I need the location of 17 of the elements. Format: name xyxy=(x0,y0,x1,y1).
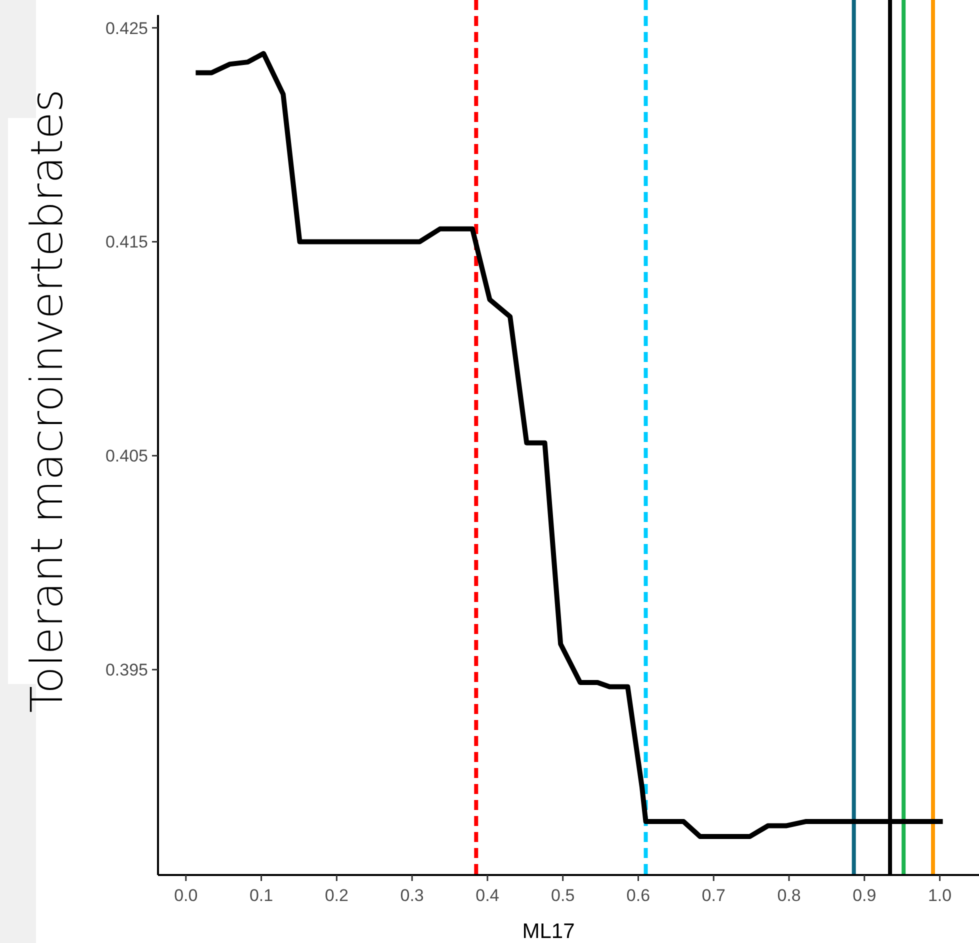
x-tick-label: 0.4 xyxy=(476,886,500,905)
y-axis-title: Tolerant macroinvertebrates xyxy=(22,89,73,713)
x-tick-label: 0.0 xyxy=(174,886,198,905)
x-tick-label: 1.0 xyxy=(928,886,952,905)
x-tick-label: 0.5 xyxy=(551,886,575,905)
x-tick-label: 0.3 xyxy=(400,886,424,905)
x-axis-title: ML17 xyxy=(522,920,575,943)
y-tick-label: 0.405 xyxy=(105,446,148,466)
x-tick-label: 0.6 xyxy=(626,886,650,905)
x-tick-label: 0.7 xyxy=(702,886,726,905)
y-tick-label: 0.395 xyxy=(105,660,148,680)
x-tick-label: 0.8 xyxy=(777,886,801,905)
y-tick-label: 0.415 xyxy=(105,232,148,252)
x-tick-label: 0.1 xyxy=(249,886,274,905)
x-tick-label: 0.2 xyxy=(324,886,348,905)
x-tick-label: 0.9 xyxy=(852,886,876,905)
y-tick-label: 0.425 xyxy=(105,18,148,38)
